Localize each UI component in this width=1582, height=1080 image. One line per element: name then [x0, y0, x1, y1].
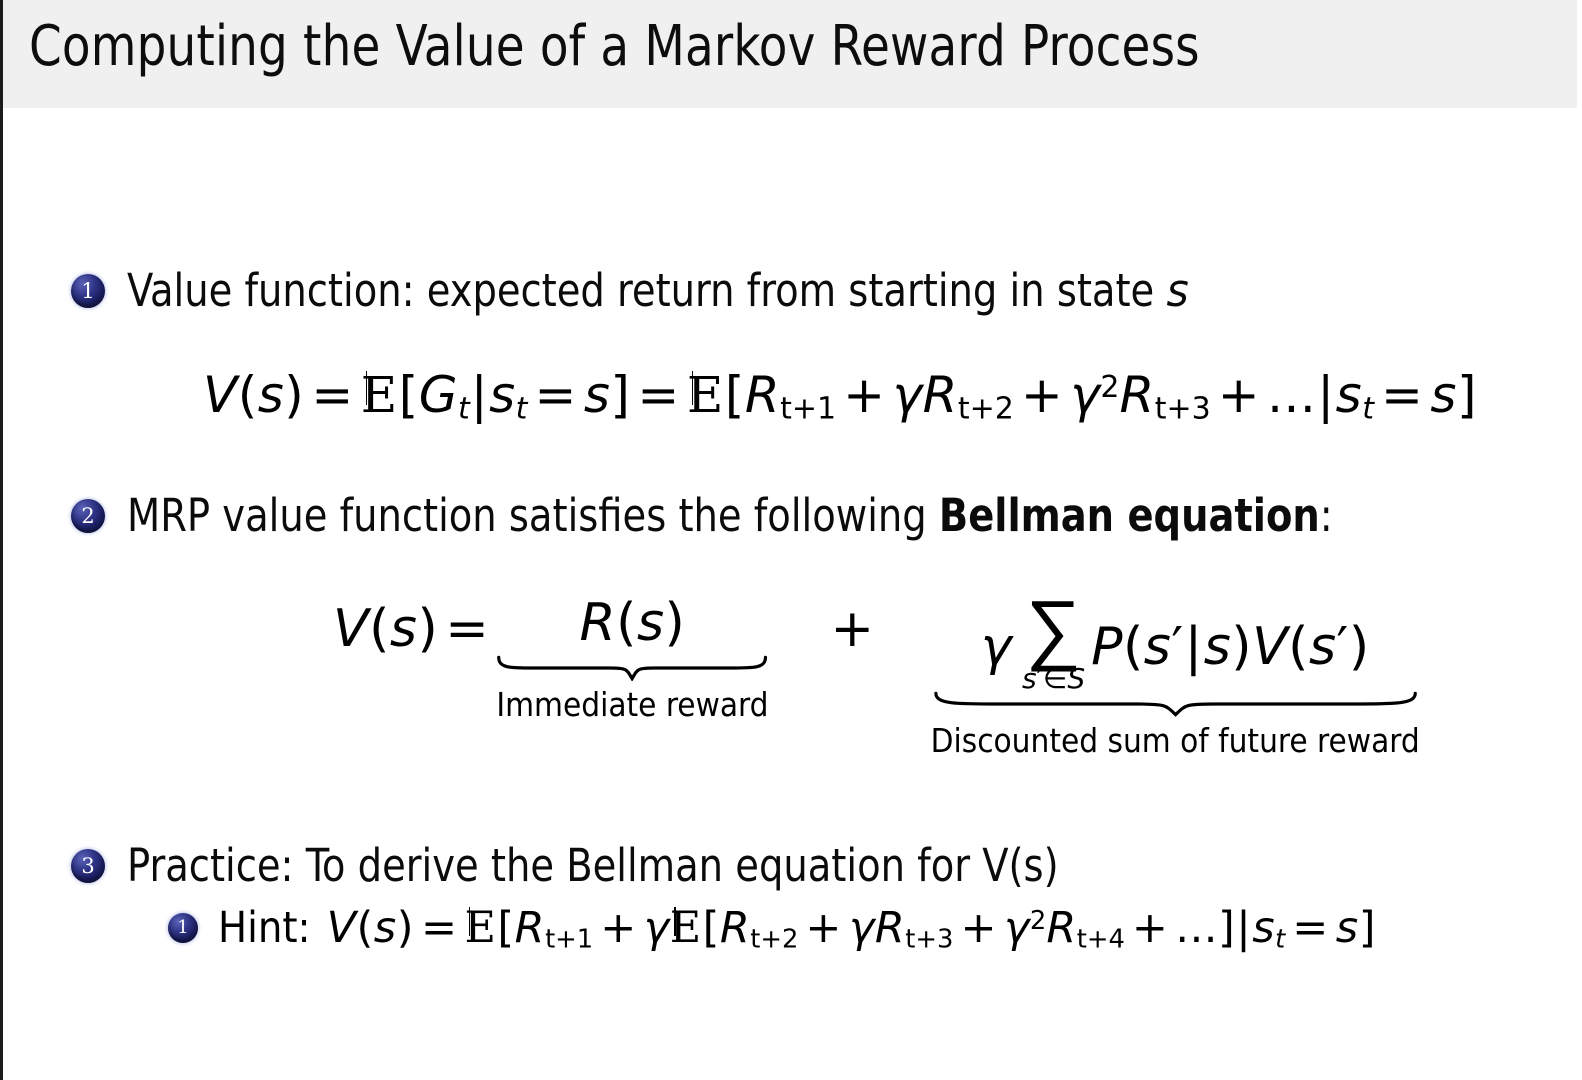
- bullet-marker-sub-1: 1: [168, 913, 198, 943]
- list-item-practice: 3 Practice: To derive the Bellman equati…: [71, 838, 1108, 894]
- discounted-sum-term: γ ∑ s′∈S P(s′|s)V(s′): [975, 590, 1376, 695]
- list-item-label: Value function: expected return from sta…: [127, 263, 1189, 319]
- list-item-label: Practice: To derive the Bellman equation…: [127, 839, 1059, 892]
- hint-equation: V(s) = E[Rt+1 + γE[Rt+2 + γRt+3 + γ2Rt+4 + ...]|st…: [326, 903, 1376, 955]
- underbrace-immediate: [496, 655, 768, 681]
- eq1-lhs: V(s): [203, 366, 305, 424]
- state-symbol: s: [1166, 264, 1190, 317]
- list-item-value-function: 1 Value function: expected return from s…: [71, 263, 1245, 319]
- value-function-equation: V(s) = E[Gt|st = s] = E[Rt+1 + γRt+2 + γ2Rt+3 + ...|…: [203, 366, 1477, 427]
- summation-body: P(s′|s)V(s′): [1091, 616, 1370, 677]
- slide-body: 1 Value function: expected return from s…: [3, 108, 1582, 1080]
- hint-label: Hint:: [218, 903, 311, 953]
- underbrace-label-discounted: Discounted sum of future reward: [930, 720, 1420, 760]
- bullet-marker-2: 2: [71, 499, 105, 533]
- bellman-emphasis: Bellman equation: [938, 489, 1320, 542]
- page-title: Computing the Value of a Markov Reward P…: [29, 14, 1200, 79]
- bellman-plus-operator: +: [830, 599, 875, 659]
- bellman-equation: V(s) = R(s) Immediate reward +: [333, 590, 1420, 761]
- list-item-bellman: 2 MRP value function satisfies the follo…: [71, 488, 1396, 544]
- immediate-reward-term: R(s): [579, 593, 686, 653]
- underbrace-discounted: [931, 691, 1420, 717]
- slide-header-bar: Computing the Value of a Markov Reward P…: [3, 0, 1577, 108]
- bellman-lhs: V(s) =: [333, 599, 490, 659]
- summation-index: s′∈S: [1021, 661, 1086, 695]
- bullet-marker-3: 3: [71, 849, 105, 883]
- list-item-label: MRP value function satisfies the followi…: [127, 488, 1333, 544]
- discounted-sum-group: γ ∑ s′∈S P(s′|s)V(s′) Discounted sum of …: [930, 590, 1420, 761]
- summation-operator: ∑ s′∈S: [1021, 584, 1086, 695]
- list-item-hint: 1 Hint: V(s) = E[Rt+1 + γE[Rt+2 + γRt+3 + γ2Rt+4…: [168, 903, 1376, 955]
- bellman-text-before: MRP value function satisfies the followi…: [127, 489, 939, 542]
- underbrace-label-immediate: Immediate reward: [496, 685, 769, 724]
- bellman-text-after: :: [1319, 489, 1333, 542]
- discount-factor: γ: [980, 616, 1012, 677]
- hint-row: Hint: V(s) = E[Rt+1 + γE[Rt+2 + γRt+3 + γ2Rt+4 +.…: [218, 903, 1376, 955]
- value-function-text: Value function: expected return from sta…: [127, 264, 1167, 317]
- immediate-reward-group: R(s) Immediate reward: [496, 593, 769, 725]
- sigma-icon: ∑: [1025, 584, 1082, 674]
- bullet-marker-1: 1: [71, 274, 105, 308]
